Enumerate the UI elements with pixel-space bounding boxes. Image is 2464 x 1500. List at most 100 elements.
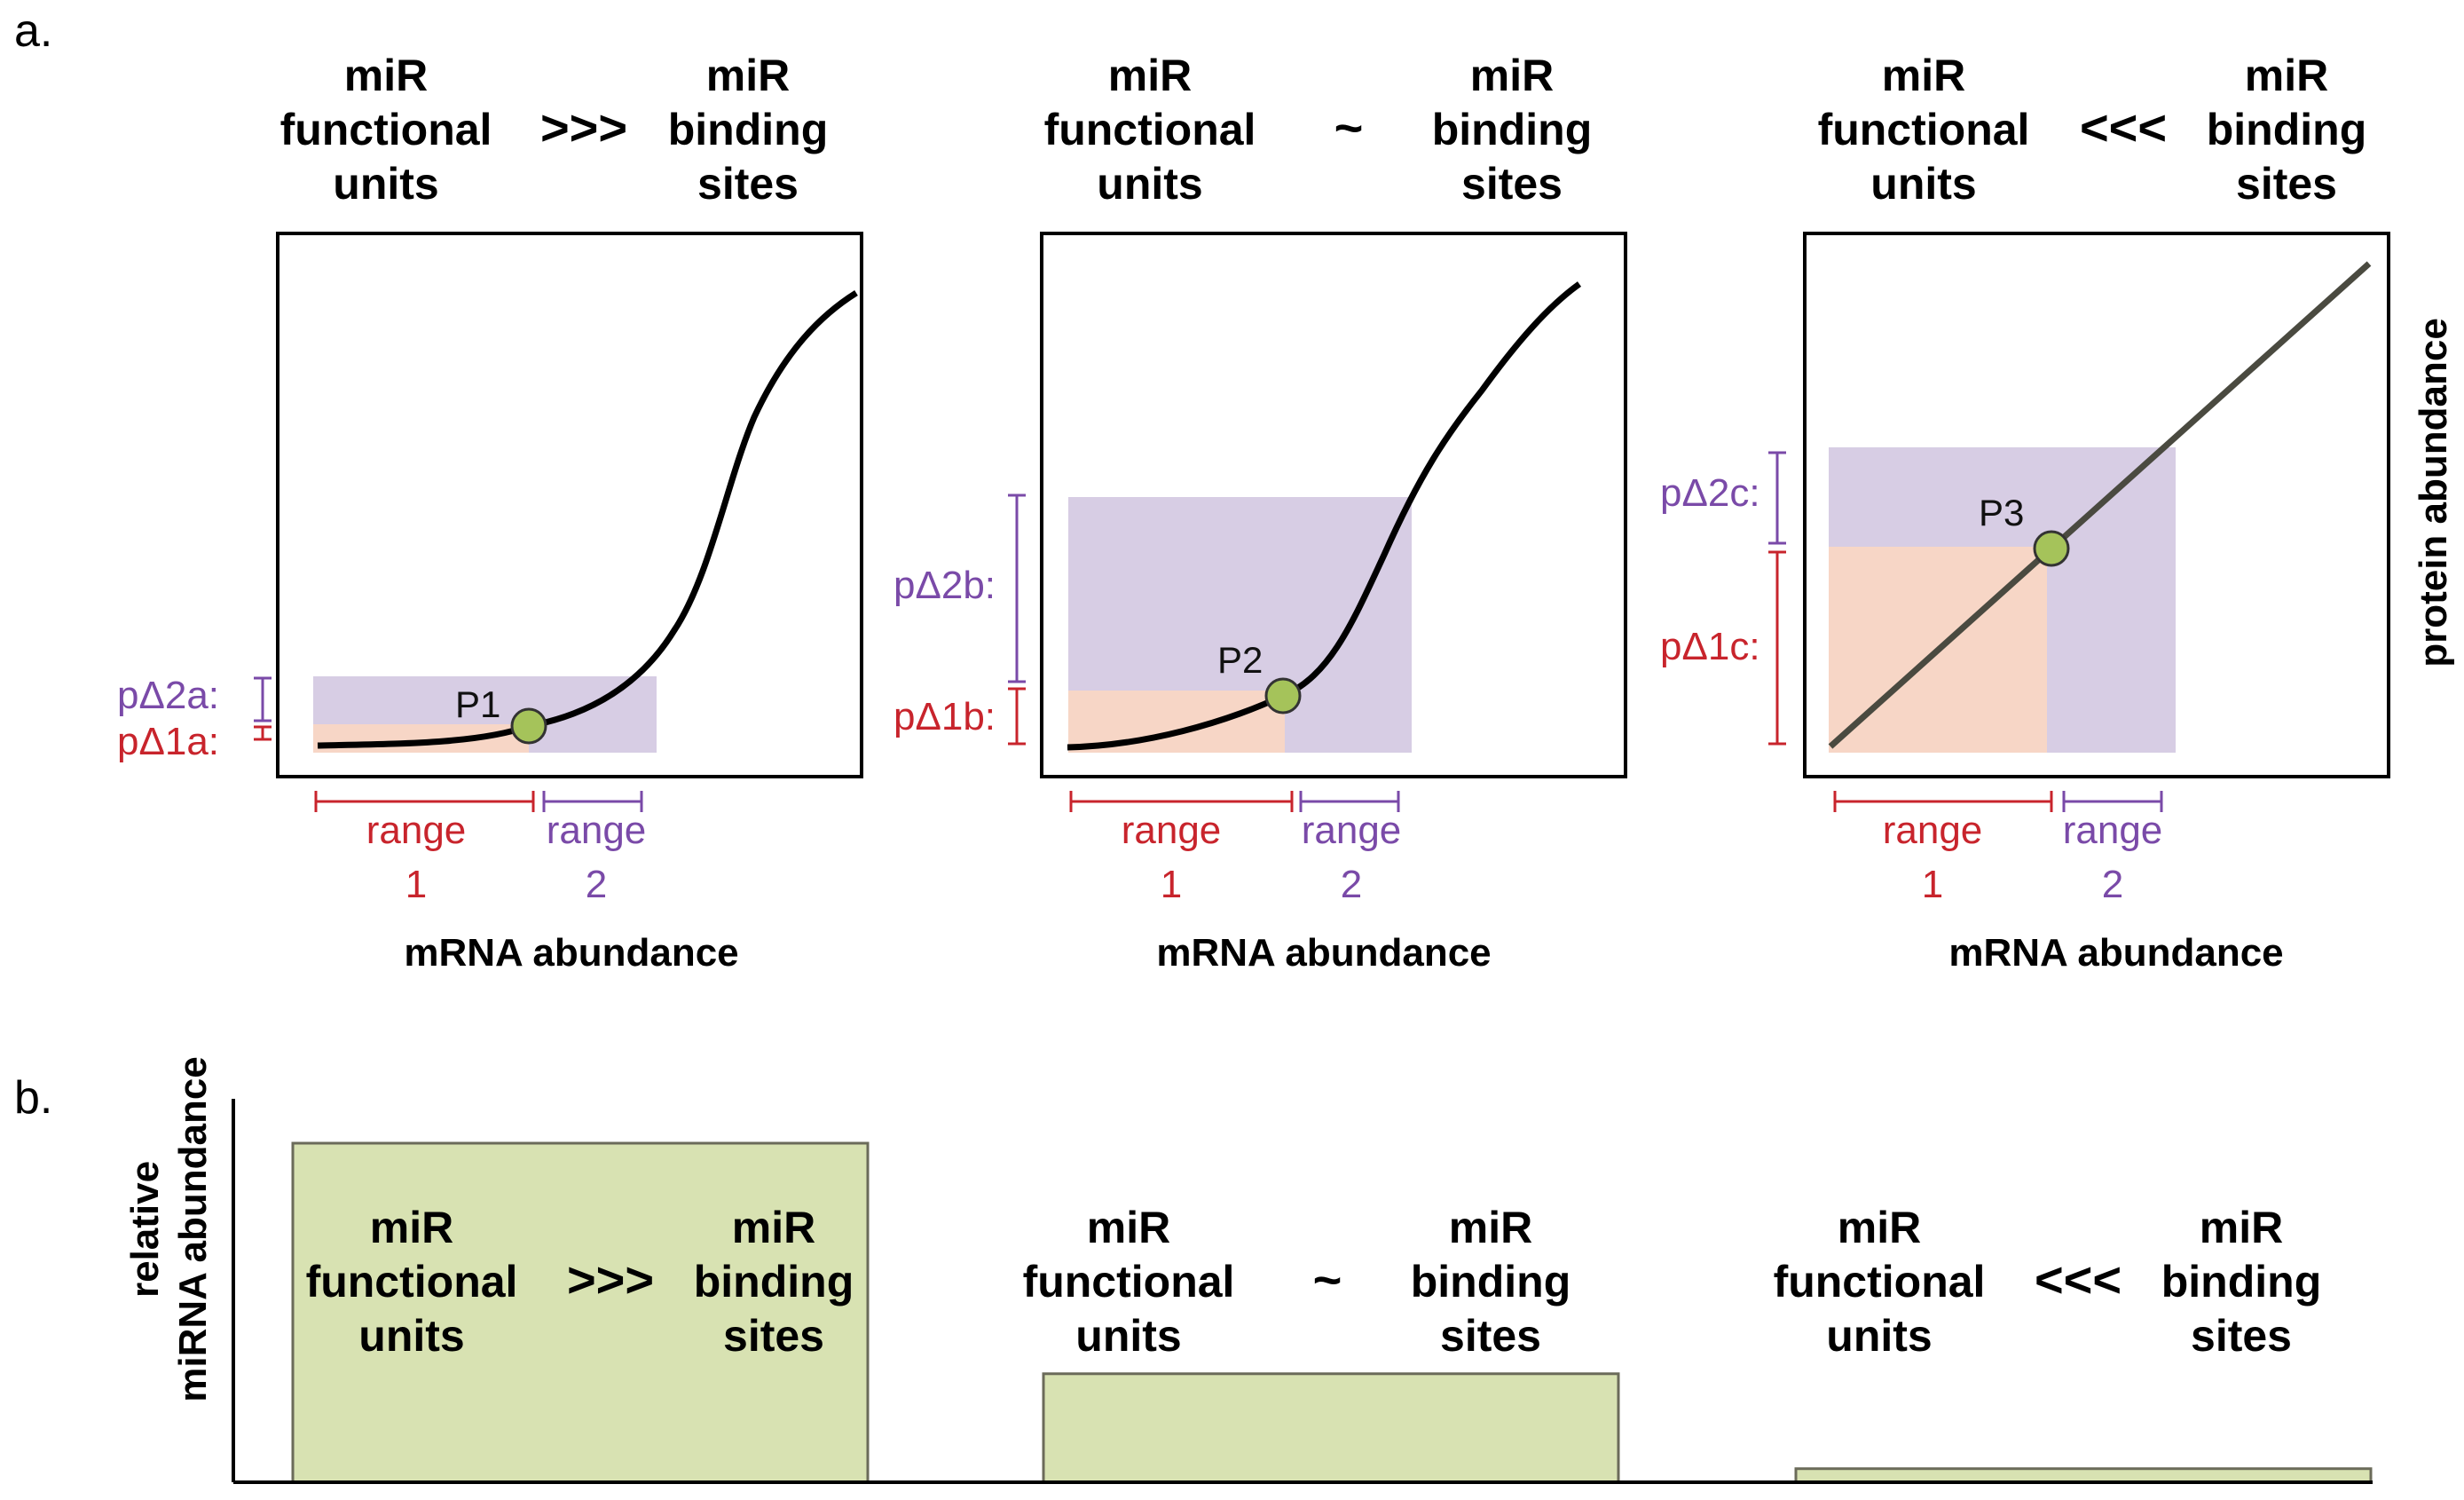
bar-2-labels: miR functional units ~ miR binding sites: [1023, 1203, 1571, 1361]
x-axis-label: mRNA abundance: [1948, 931, 2283, 975]
header-left-line-3: units: [1097, 159, 1202, 209]
bar-left-line-2: functional: [1023, 1257, 1235, 1307]
bar-left-line-1: miR: [370, 1203, 453, 1252]
relation-symbol: >>>: [540, 99, 627, 155]
point-label: P3: [1979, 492, 2024, 533]
relation-symbol: <<<: [2080, 99, 2167, 155]
bar-symbol: ~: [1313, 1251, 1342, 1307]
pdelta2-bracket: [1008, 493, 1026, 683]
response-curve: [1067, 281, 1582, 751]
header-right-line-1: miR: [2245, 51, 2328, 100]
header-left-line-2: functional: [280, 105, 492, 154]
bar-right-line-1: miR: [732, 1203, 815, 1252]
bar-2: [1042, 1372, 1620, 1484]
pdelta2-bracket: [254, 676, 272, 722]
bar-1-labels: miR functional units >>> miR binding sit…: [306, 1203, 854, 1361]
bar-right-line-2: binding: [2161, 1257, 2322, 1307]
header-left-line-1: miR: [1882, 51, 1965, 100]
range2-label-line-2: 2: [2102, 863, 2123, 906]
point-p2: [1264, 677, 1302, 714]
bar-left-line-1: miR: [1087, 1203, 1170, 1252]
header-right-line-3: sites: [697, 159, 799, 209]
bar-left-line-2: functional: [306, 1257, 518, 1307]
point-label: P2: [1217, 639, 1263, 681]
range2-label-line-1: range: [2063, 809, 2163, 852]
pdelta1-label: pΔ1a:: [117, 720, 219, 763]
pdelta1-bracket: [1768, 550, 1786, 746]
pdelta1-bracket: [254, 725, 272, 741]
bar-left-line-3: units: [1826, 1311, 1932, 1361]
pdelta2-label: pΔ2c:: [1660, 471, 1760, 515]
header-left-line-1: miR: [1108, 51, 1192, 100]
point-p1: [510, 707, 547, 745]
range2-label-line-2: 2: [586, 863, 607, 906]
range2-label-line-1: range: [547, 809, 647, 852]
header-right-line-2: binding: [2207, 105, 2367, 154]
range2-label-line-1: range: [1302, 809, 1402, 852]
bar-group: [291, 1141, 2373, 1484]
range1-bracket: [314, 791, 535, 812]
range2-label-line-2: 2: [1341, 863, 1362, 906]
response-curve: [317, 290, 858, 749]
panel-a-condition-3: miR functional units <<< miR binding sit…: [1660, 51, 2390, 975]
range1-label-line-2: 1: [1922, 863, 1943, 906]
pdelta1-bracket: [1008, 687, 1026, 746]
bar-left-line-3: units: [358, 1311, 464, 1361]
header-left-line-1: miR: [344, 51, 428, 100]
bar-3: [1794, 1467, 2373, 1484]
bar-right-line-2: binding: [694, 1257, 854, 1307]
bar-right-line-3: sites: [2191, 1311, 2292, 1361]
bar-symbol: <<<: [2035, 1251, 2122, 1307]
pdelta2-label: pΔ2b:: [893, 564, 996, 607]
point-label: P1: [455, 683, 500, 725]
range1-label-line-1: range: [1122, 809, 1222, 852]
pdelta2-bracket: [1768, 451, 1786, 545]
bar-left-line-1: miR: [1838, 1203, 1921, 1252]
range1-label-line-2: 1: [1161, 863, 1182, 906]
panel-b-label: b.: [14, 1072, 52, 1124]
header-left-line-3: units: [1870, 159, 1976, 209]
pdelta2-label: pΔ2a:: [117, 674, 219, 717]
range-1-shade: [313, 724, 529, 753]
pdelta1-label: pΔ1b:: [893, 695, 996, 738]
bar-right-line-3: sites: [723, 1311, 824, 1361]
range2-bracket: [542, 791, 643, 812]
pdelta1-label: pΔ1c:: [1660, 625, 1760, 668]
range1-label-line-1: range: [366, 809, 467, 852]
bar-right-line-3: sites: [1440, 1311, 1541, 1361]
bar-left-line-3: units: [1075, 1311, 1181, 1361]
range1-bracket: [1069, 791, 1294, 812]
range1-bracket: [1833, 791, 2053, 812]
header-left-line-3: units: [333, 159, 438, 209]
header-left-line-2: functional: [1818, 105, 2030, 154]
bar-right-line-1: miR: [1449, 1203, 1532, 1252]
panel-a-label: a.: [14, 5, 52, 57]
header-right-line-3: sites: [2236, 159, 2337, 209]
range2-bracket: [1299, 791, 1400, 812]
header-right-line-1: miR: [1470, 51, 1554, 100]
bar-1: [291, 1141, 870, 1484]
range2-bracket: [2062, 791, 2163, 812]
y-axis-label-line-2: miRNA abundance: [171, 1056, 215, 1402]
header-right-line-2: binding: [1432, 105, 1593, 154]
y-axis-label: protein abundance: [2412, 318, 2455, 667]
header-right-line-3: sites: [1461, 159, 1563, 209]
x-axis-label: mRNA abundance: [1156, 931, 1491, 975]
relation-symbol: ~: [1334, 99, 1364, 155]
point-p3: [2033, 530, 2070, 567]
bar-right-line-1: miR: [2200, 1203, 2283, 1252]
response-line: [1828, 261, 2372, 749]
bar-left-line-2: functional: [1774, 1257, 1986, 1307]
bar-3-labels: miR functional units <<< miR binding sit…: [1774, 1203, 2322, 1361]
header-left-line-2: functional: [1044, 105, 1256, 154]
bar-symbol: >>>: [567, 1251, 654, 1307]
panel-a-condition-1: miR functional units >>> miR binding sit…: [117, 51, 863, 975]
header-right-line-2: binding: [668, 105, 829, 154]
x-axis-label: mRNA abundance: [404, 931, 738, 975]
header-right-line-1: miR: [706, 51, 790, 100]
bar-right-line-2: binding: [1411, 1257, 1571, 1307]
range1-label-line-2: 1: [405, 863, 427, 906]
y-axis-label-line-1: relative: [123, 1161, 167, 1298]
panel-a-condition-2: miR functional units ~ miR binding sites…: [893, 51, 1627, 975]
